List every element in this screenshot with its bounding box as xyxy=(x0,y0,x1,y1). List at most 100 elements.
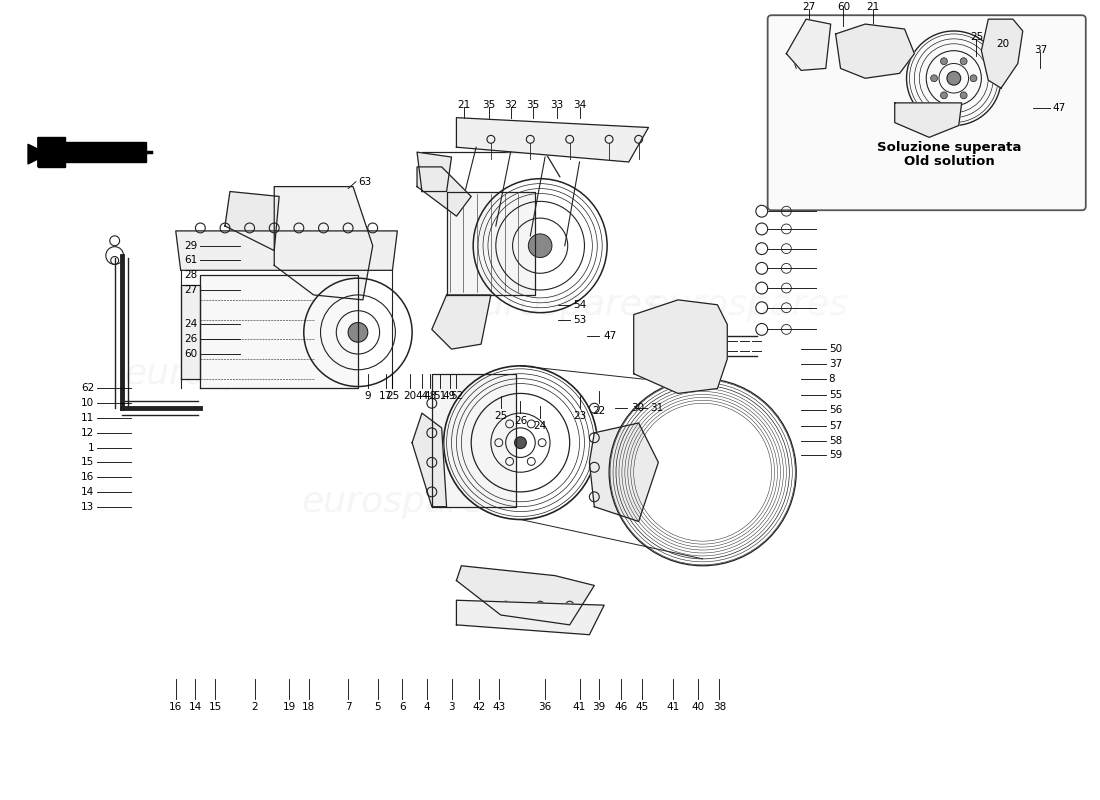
Text: 7: 7 xyxy=(344,702,351,712)
Text: 12: 12 xyxy=(80,428,94,438)
Text: eurospares: eurospares xyxy=(646,288,848,322)
Text: 27: 27 xyxy=(184,285,197,295)
Text: 23: 23 xyxy=(573,411,586,421)
Text: 41: 41 xyxy=(573,702,586,712)
Polygon shape xyxy=(180,285,200,378)
Text: 14: 14 xyxy=(189,702,202,712)
Text: 60: 60 xyxy=(837,2,850,12)
Text: 28: 28 xyxy=(184,270,197,280)
Text: Old solution: Old solution xyxy=(903,155,994,169)
Polygon shape xyxy=(456,566,594,625)
Text: 1: 1 xyxy=(87,442,94,453)
Circle shape xyxy=(940,92,947,98)
Text: 42: 42 xyxy=(473,702,486,712)
Text: 10: 10 xyxy=(81,398,94,408)
Text: 19: 19 xyxy=(283,702,296,712)
Text: 51: 51 xyxy=(433,391,447,402)
Text: 37: 37 xyxy=(1034,45,1047,54)
Polygon shape xyxy=(456,118,649,162)
Text: 56: 56 xyxy=(828,405,842,415)
Text: 24: 24 xyxy=(184,319,197,330)
Circle shape xyxy=(960,58,967,65)
Text: 4: 4 xyxy=(424,702,430,712)
Polygon shape xyxy=(65,142,146,162)
Polygon shape xyxy=(28,144,47,164)
Text: 15: 15 xyxy=(209,702,222,712)
Text: 44: 44 xyxy=(416,391,429,402)
Text: 8: 8 xyxy=(828,374,835,384)
Text: 54: 54 xyxy=(573,300,587,310)
Text: 52: 52 xyxy=(450,391,463,402)
Text: 35: 35 xyxy=(482,100,496,110)
Polygon shape xyxy=(200,275,358,389)
Text: 24: 24 xyxy=(534,421,547,431)
Polygon shape xyxy=(432,295,491,349)
Text: 3: 3 xyxy=(448,702,454,712)
Text: 15: 15 xyxy=(80,458,94,467)
Polygon shape xyxy=(176,231,397,270)
Polygon shape xyxy=(274,186,373,300)
Text: 30: 30 xyxy=(630,403,644,413)
Polygon shape xyxy=(412,413,447,506)
Text: eurospares: eurospares xyxy=(459,288,661,322)
Text: 46: 46 xyxy=(614,702,627,712)
Polygon shape xyxy=(836,24,914,78)
Text: 61: 61 xyxy=(184,255,197,266)
Polygon shape xyxy=(417,152,451,191)
Polygon shape xyxy=(634,300,727,394)
Polygon shape xyxy=(37,138,67,167)
Text: 63: 63 xyxy=(358,177,371,186)
Polygon shape xyxy=(590,423,658,522)
Text: 35: 35 xyxy=(527,100,540,110)
Text: 16: 16 xyxy=(80,472,94,482)
Text: 26: 26 xyxy=(184,334,197,344)
Text: 13: 13 xyxy=(80,502,94,512)
Circle shape xyxy=(960,92,967,98)
Polygon shape xyxy=(226,191,279,250)
Circle shape xyxy=(528,234,552,258)
Text: 2: 2 xyxy=(251,702,257,712)
Text: 14: 14 xyxy=(80,487,94,497)
Text: 27: 27 xyxy=(802,2,815,12)
Text: 9: 9 xyxy=(364,391,371,402)
Text: 57: 57 xyxy=(828,421,842,431)
Text: 22: 22 xyxy=(593,406,606,416)
Polygon shape xyxy=(417,167,471,216)
Polygon shape xyxy=(894,103,961,138)
Text: 25: 25 xyxy=(970,32,983,42)
Text: 47: 47 xyxy=(1053,103,1066,113)
Text: 55: 55 xyxy=(828,390,842,400)
FancyBboxPatch shape xyxy=(768,15,1086,210)
Text: 25: 25 xyxy=(494,411,507,421)
Circle shape xyxy=(515,437,527,449)
Circle shape xyxy=(947,71,960,85)
Circle shape xyxy=(940,58,947,65)
Polygon shape xyxy=(432,374,516,506)
Text: 20: 20 xyxy=(997,38,1010,49)
Text: 5: 5 xyxy=(374,702,381,712)
Text: 31: 31 xyxy=(650,403,663,413)
Text: Soluzione superata: Soluzione superata xyxy=(877,141,1021,154)
Circle shape xyxy=(348,322,367,342)
Text: eurospares: eurospares xyxy=(301,485,504,518)
Text: 43: 43 xyxy=(492,702,505,712)
Circle shape xyxy=(970,75,977,82)
Text: 39: 39 xyxy=(593,702,606,712)
Text: 34: 34 xyxy=(573,100,586,110)
Text: 20: 20 xyxy=(404,391,417,402)
Text: 53: 53 xyxy=(573,314,587,325)
Text: 32: 32 xyxy=(504,100,517,110)
Polygon shape xyxy=(786,19,830,70)
Text: 21: 21 xyxy=(458,100,471,110)
Text: eurospares: eurospares xyxy=(124,357,326,390)
Text: 58: 58 xyxy=(828,436,842,446)
Text: 18: 18 xyxy=(302,702,316,712)
Text: 37: 37 xyxy=(828,359,842,369)
Polygon shape xyxy=(37,138,65,167)
Text: 38: 38 xyxy=(713,702,726,712)
Text: 25: 25 xyxy=(386,391,399,402)
Text: 40: 40 xyxy=(691,702,704,712)
Polygon shape xyxy=(981,19,1023,88)
Text: 47: 47 xyxy=(603,331,616,342)
Text: 48: 48 xyxy=(424,391,437,402)
